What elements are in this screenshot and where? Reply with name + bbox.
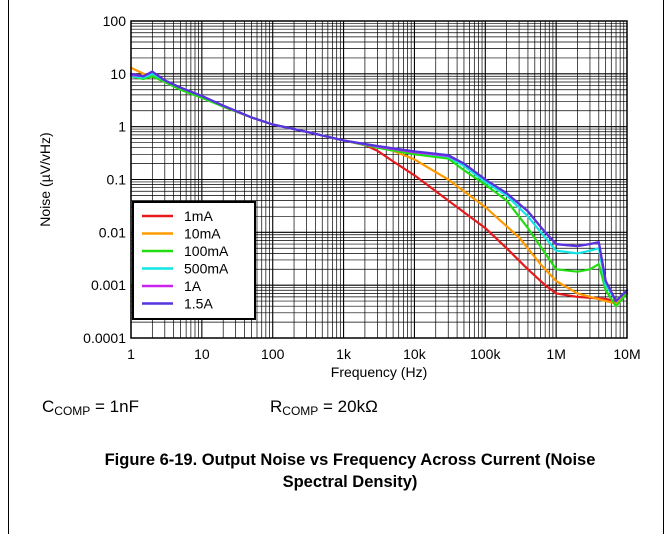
y-tick-label: 0.0001 <box>83 330 126 346</box>
figure-frame <box>8 0 664 534</box>
legend-box <box>132 201 256 320</box>
legend-entry-label: 10mA <box>184 226 221 242</box>
y-tick-label: 0.01 <box>99 224 126 240</box>
x-tick-label: 1k <box>336 346 352 362</box>
rcomp-subscript: COMP <box>282 404 319 418</box>
series-lines <box>129 66 629 308</box>
legend-entry-label: 100mA <box>184 243 229 259</box>
y-axis-label: Noise (µV/vHz) <box>37 132 53 226</box>
ccomp-value: = 1nF <box>90 397 139 416</box>
ccomp-symbol: C <box>42 397 55 416</box>
x-tick-label: 100 <box>261 346 285 362</box>
legend-entry-label: 1A <box>184 278 202 294</box>
y-tick-label: 100 <box>103 13 127 29</box>
y-tick-label: 10 <box>110 66 126 82</box>
legend-entry-label: 500mA <box>184 261 229 277</box>
series-line-1-5a <box>129 70 629 303</box>
y-tick-label: 1 <box>118 119 126 135</box>
ccomp-condition: CCOMP = 1nF <box>42 397 139 418</box>
series-line-100ma <box>129 75 629 308</box>
x-tick-label: 10k <box>403 346 427 362</box>
x-tick-label: 10M <box>613 346 640 362</box>
noise-chart: 1 10 100 1k 10k 100k 1M 10M 0.0001 0.001 0.01 0.1 1… <box>37 13 641 380</box>
grid-lines <box>130 21 627 339</box>
x-tick-label: 10 <box>194 346 210 362</box>
rcomp-condition: RCOMP = 20kΩ <box>270 397 378 418</box>
rcomp-symbol: R <box>270 397 283 416</box>
plot-border <box>130 20 628 339</box>
y-tick-label: 0.001 <box>91 277 126 293</box>
legend-entry-label: 1.5A <box>184 296 213 312</box>
x-tick-label: 100k <box>470 346 501 362</box>
y-tick-label: 0.1 <box>107 172 127 188</box>
legend-entry-label: 1mA <box>184 208 213 224</box>
rcomp-value: = 20kΩ <box>318 397 378 416</box>
y-tick-labels: 0.0001 0.001 0.01 0.1 1 10 100 <box>83 13 126 346</box>
x-tick-label: 1 <box>127 346 135 362</box>
x-tick-label: 1M <box>546 346 565 362</box>
ccomp-subscript: COMP <box>54 404 91 418</box>
figure-caption: Figure 6-19. Output Noise vs Frequency A… <box>104 451 596 491</box>
x-tick-labels: 1 10 100 1k 10k 100k 1M 10M <box>127 346 641 362</box>
x-axis-label: Frequency (Hz) <box>331 364 427 380</box>
